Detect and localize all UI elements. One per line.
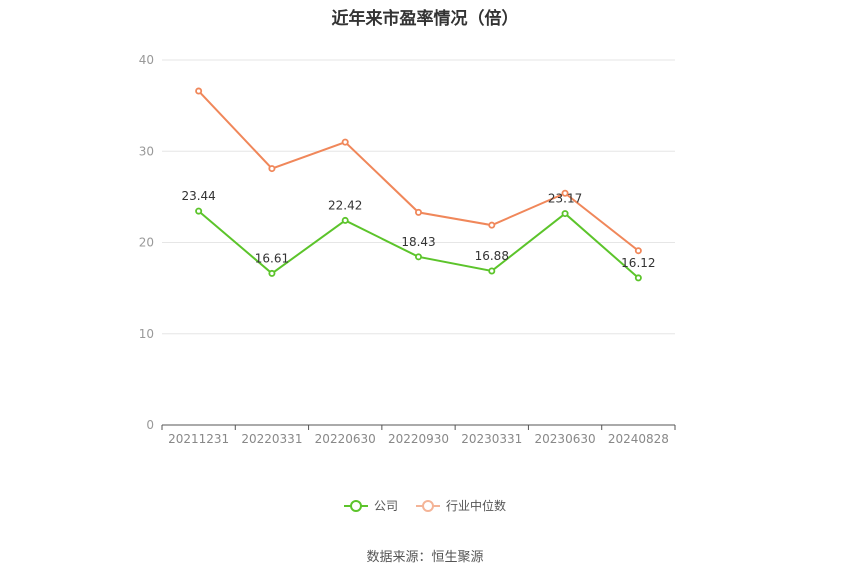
legend-label-company: 公司 xyxy=(373,499,398,513)
x-tick-label: 20230331 xyxy=(461,432,522,446)
series-line-1 xyxy=(197,90,639,252)
y-axis-tick-labels: 0 10 20 30 40 xyxy=(139,53,154,432)
data-point[interactable] xyxy=(268,269,276,277)
legend-item-industry-median[interactable]: 行业中位数 xyxy=(416,497,506,514)
data-point[interactable] xyxy=(341,138,349,146)
data-point[interactable] xyxy=(488,267,496,275)
data-point[interactable] xyxy=(341,216,349,224)
series-points xyxy=(195,87,642,282)
y-tick-label: 40 xyxy=(139,53,154,67)
data-source-note: 数据来源：恒生聚源 xyxy=(366,550,484,565)
x-tick-label: 20220930 xyxy=(388,432,449,446)
data-point[interactable] xyxy=(414,253,422,261)
legend-label-industry-median: 行业中位数 xyxy=(446,499,507,513)
x-tick-label: 20240828 xyxy=(608,432,669,446)
data-point[interactable] xyxy=(634,247,642,255)
y-tick-label: 0 xyxy=(146,418,154,432)
x-tick-label: 20211231 xyxy=(168,432,229,446)
x-tick-label: 20230630 xyxy=(535,432,596,446)
data-label: 23.44 xyxy=(181,189,215,203)
y-tick-label: 20 xyxy=(139,236,154,250)
data-label: 18.43 xyxy=(401,235,435,249)
data-point[interactable] xyxy=(561,210,569,218)
data-label: 16.88 xyxy=(475,249,509,263)
y-tick-label: 30 xyxy=(139,144,154,158)
legend-swatch-industry-median xyxy=(416,499,440,513)
x-axis-tick-labels: 20211231 20220331 20220630 20220930 20230331… xyxy=(168,432,669,446)
gridlines xyxy=(162,59,675,335)
data-point[interactable] xyxy=(414,208,422,216)
legend: 公司 行业中位数 xyxy=(0,497,850,514)
x-axis xyxy=(161,424,676,430)
x-tick-label: 20220630 xyxy=(315,432,376,446)
data-label: 16.12 xyxy=(621,256,655,270)
data-label: 22.42 xyxy=(328,198,362,212)
data-point[interactable] xyxy=(195,207,203,215)
data-point[interactable] xyxy=(488,221,496,229)
data-labels: 23.44 16.61 22.42 18.43 16.88 23.17 16.12 xyxy=(181,189,655,270)
data-label: 16.61 xyxy=(255,251,289,265)
data-point[interactable] xyxy=(561,189,569,197)
series-lines xyxy=(197,90,640,279)
x-tick-label: 20220331 xyxy=(241,432,302,446)
chart-title: 近年来市盈率情况（倍） xyxy=(331,9,519,29)
legend-swatch-company xyxy=(343,499,368,513)
data-point[interactable] xyxy=(634,274,642,282)
data-label: 23.17 xyxy=(548,192,582,206)
y-tick-label: 10 xyxy=(139,327,154,341)
data-point[interactable] xyxy=(268,165,276,173)
legend-item-company[interactable]: 公司 xyxy=(343,497,398,514)
data-point[interactable] xyxy=(195,87,203,95)
